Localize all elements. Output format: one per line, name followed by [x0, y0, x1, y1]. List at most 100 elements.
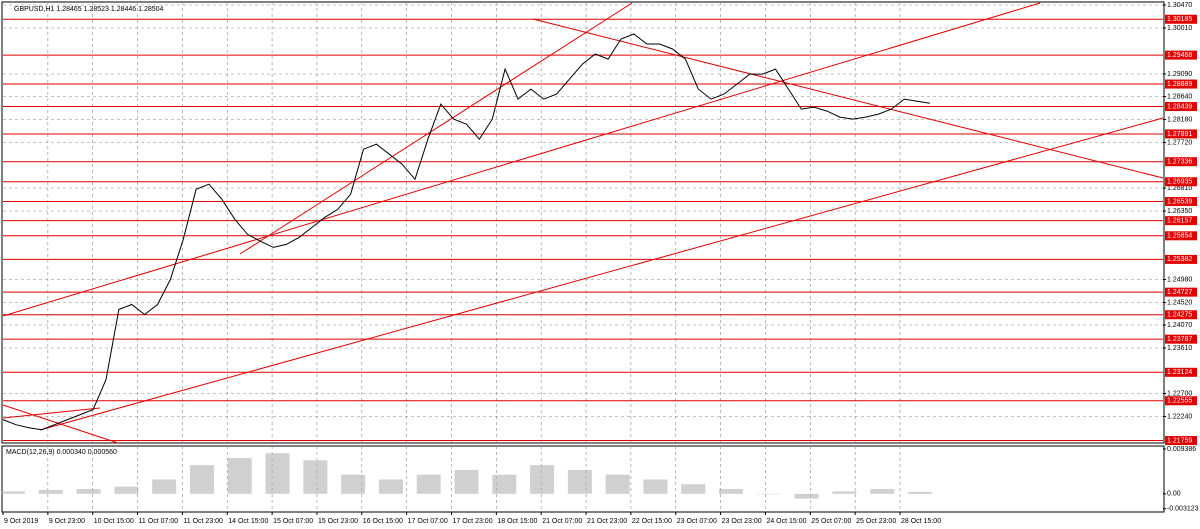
x-tick-label: 15 Oct 23:00 [318, 518, 358, 525]
price-line [2, 33, 931, 431]
x-tick-label: 17 Oct 23:00 [453, 518, 493, 525]
level-label: 1.27891 [1167, 131, 1192, 138]
level-badge [1165, 367, 1197, 377]
y-tick-label: 1.26810 [1167, 185, 1192, 192]
x-tick-label: 21 Oct 23:00 [587, 518, 627, 525]
level-label: 1.21759 [1167, 437, 1192, 444]
y-tick-label: 1.24520 [1167, 299, 1192, 306]
x-tick-label: 11 Oct 23:00 [183, 518, 223, 525]
y-tick-label: 1.24980 [1167, 276, 1192, 283]
macd-bar [378, 479, 403, 494]
y-tick-label: 1.22240 [1167, 413, 1192, 420]
macd-bar [1, 491, 25, 494]
level-badge [1165, 14, 1197, 24]
y-tick-label: 1.24070 [1167, 322, 1192, 329]
macd-title: MACD(12,26,9) 0.000340 0.000560 [6, 449, 117, 456]
level-label: 1.28889 [1167, 81, 1192, 88]
level-badge [1165, 129, 1197, 139]
x-tick-label: 16 Oct 15:00 [363, 518, 403, 525]
x-tick-label: 9 Oct 23:00 [49, 518, 85, 525]
x-tick-label: 22 Oct 15:00 [632, 518, 672, 525]
macd-bar [794, 493, 819, 499]
macd-bar [38, 490, 63, 494]
macd-bar [227, 457, 252, 494]
macd-bar [530, 465, 555, 494]
level-badge [1165, 436, 1197, 446]
main-panel [1, 1, 1165, 444]
level-badge [1165, 50, 1197, 60]
level-badge [1165, 177, 1197, 187]
x-tick-label: 9 Oct 2019 [4, 518, 38, 525]
macd-bar [756, 493, 781, 495]
macd-bar [265, 453, 290, 494]
y-tick-label: 1.27720 [1167, 139, 1192, 146]
macd-bar [454, 469, 479, 494]
macd-bar [719, 489, 744, 494]
x-tick-label: 11 Oct 07:00 [139, 518, 179, 525]
level-label: 1.23124 [1167, 369, 1192, 376]
macd-bar [303, 460, 328, 494]
x-tick-label: 15 Oct 07:00 [273, 518, 313, 525]
level-badge [1165, 197, 1197, 207]
level-badge [1165, 310, 1197, 320]
level-label: 1.28439 [1167, 103, 1192, 110]
macd-bar [908, 491, 932, 494]
macd-bar [681, 484, 706, 494]
x-tick-label: 14 Oct 15:00 [228, 518, 268, 525]
y-tick-label: 1.30470 [1167, 2, 1192, 9]
level-label: 1.27336 [1167, 159, 1192, 166]
macd-bar [643, 479, 668, 494]
y-tick-label: 1.29090 [1167, 71, 1192, 78]
macd-bar [114, 486, 139, 494]
x-tick-label: 21 Oct 07:00 [542, 518, 582, 525]
level-badge [1165, 254, 1197, 264]
x-tick-label: 10 Oct 15:00 [94, 518, 134, 525]
y-tick-label: 1.23610 [1167, 345, 1192, 352]
level-label: 1.22555 [1167, 398, 1192, 405]
level-label: 1.26935 [1167, 179, 1192, 186]
y-tick-label: 1.22700 [1167, 390, 1192, 397]
y-tick-label: 1.26350 [1167, 208, 1192, 215]
level-badge [1165, 157, 1197, 167]
y2-tick-label: -0.003123 [1167, 506, 1199, 513]
x-tick-label: 25 Oct 07:00 [811, 518, 851, 525]
macd-bar [492, 474, 517, 494]
level-label: 1.29468 [1167, 52, 1192, 59]
y-tick-label: 1.28640 [1167, 93, 1192, 100]
chart-title: GBPUSD,H1 1.28465 1.28523 1.28446 1.2850… [14, 6, 164, 13]
level-label: 1.26157 [1167, 217, 1192, 224]
macd-bar [76, 489, 101, 494]
macd-bar [870, 489, 895, 494]
y2-tick-label: 0.009386 [1167, 446, 1196, 453]
level-badge [1165, 287, 1197, 297]
y2-tick-label: 0.00 [1167, 491, 1181, 498]
x-tick-label: 23 Oct 07:00 [677, 518, 717, 525]
y-tick-label: 1.30010 [1167, 25, 1192, 32]
x-tick-label: 23 Oct 23:00 [722, 518, 762, 525]
y-tick-label: 1.28180 [1167, 116, 1192, 123]
macd-bar [832, 491, 857, 494]
x-tick-label: 17 Oct 07:00 [408, 518, 448, 525]
level-label: 1.25854 [1167, 233, 1192, 240]
level-label: 1.23787 [1167, 336, 1192, 343]
x-tick-label: 25 Oct 23:00 [856, 518, 896, 525]
level-badge [1165, 396, 1197, 406]
level-badge [1165, 216, 1197, 226]
level-badge [1165, 334, 1197, 344]
level-badge [1165, 231, 1197, 241]
x-tick-label: 24 Oct 15:00 [766, 518, 806, 525]
level-label: 1.24727 [1167, 289, 1192, 296]
macd-bar [567, 469, 592, 494]
level-label: 1.26539 [1167, 198, 1192, 205]
macd-bar [416, 474, 441, 494]
level-label: 1.25382 [1167, 256, 1192, 263]
level-label: 1.30185 [1167, 16, 1192, 23]
macd-bar [341, 474, 366, 494]
macd-bar [605, 474, 630, 494]
level-badge [1165, 102, 1197, 112]
level-label: 1.24275 [1167, 312, 1192, 319]
macd-bar [189, 465, 214, 494]
macd-bar [152, 479, 177, 494]
level-badge [1165, 79, 1197, 89]
